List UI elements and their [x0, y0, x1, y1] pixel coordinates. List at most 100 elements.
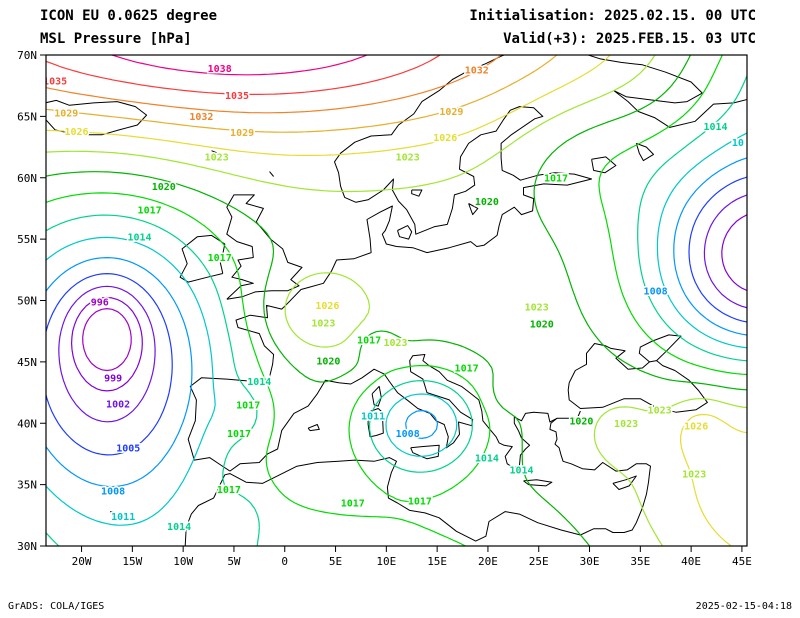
coastline	[468, 203, 479, 216]
isobar-label: 1023	[383, 338, 407, 349]
coastline	[184, 417, 651, 546]
isobar-label: 1023	[525, 302, 549, 313]
coastline	[638, 334, 682, 363]
isobar-label: 1011	[111, 512, 135, 523]
isobar-label: 1017	[208, 253, 232, 264]
isobar-label: 1014	[509, 466, 533, 477]
isobar-label: 1026	[433, 133, 457, 144]
coastline	[371, 385, 382, 407]
isobar-contours	[46, 55, 747, 546]
x-tick-label: 15E	[427, 555, 447, 568]
isobar-label: 1017	[341, 499, 365, 510]
isobar-1038	[111, 55, 368, 76]
isobar-1026	[46, 55, 747, 546]
coastline	[226, 194, 303, 300]
coastline	[109, 511, 116, 514]
isobar-label: 1008	[101, 486, 125, 497]
isobar-label: 1017	[138, 205, 162, 216]
isobar-label: 1020	[316, 356, 340, 367]
isobar-1008	[46, 157, 747, 488]
isobar-label: 1029	[54, 108, 78, 119]
isobar-label: 1014	[703, 122, 727, 133]
isobar-label: 1014	[475, 453, 499, 464]
coastline	[591, 156, 617, 174]
isobar-label: 1014	[127, 232, 151, 243]
isobar-label: 1017	[217, 485, 241, 496]
isobar-1002	[58, 194, 747, 423]
isobar-label: 1035	[43, 77, 67, 88]
y-tick-label: 65N	[17, 110, 37, 123]
isobar-1011	[46, 132, 747, 526]
isobar-label: 996	[91, 297, 109, 308]
isobar-label: 10	[732, 138, 744, 149]
coastline	[635, 142, 654, 162]
y-tick-label: 40N	[17, 417, 37, 430]
isobar-label: 1017	[544, 173, 568, 184]
isobar-label: 1014	[247, 377, 271, 388]
y-tick-label: 45N	[17, 356, 37, 369]
isobar-label: 1011	[361, 412, 385, 423]
isobar-label: 1029	[439, 107, 463, 118]
coastline	[46, 99, 148, 136]
coastlines	[46, 55, 747, 546]
y-tick-label: 30N	[17, 540, 37, 553]
isobar-label: 1008	[396, 429, 420, 440]
isobar-label: 1038	[208, 64, 232, 75]
coastline	[229, 354, 581, 472]
isobar-label: 1017	[357, 336, 381, 347]
y-tick-label: 35N	[17, 479, 37, 492]
field-title: MSL Pressure [hPa]	[40, 31, 192, 47]
x-tick-label: 45E	[732, 555, 752, 568]
isobar-label: 1020	[152, 182, 176, 193]
isobar-label: 1026	[64, 127, 88, 138]
x-tick-label: 10W	[173, 555, 193, 568]
coastline	[367, 408, 384, 438]
coastline	[179, 234, 226, 283]
isobar-label: 1023	[205, 153, 229, 164]
x-tick-label: 0	[281, 555, 288, 568]
x-tick-label: 30E	[580, 555, 600, 568]
map-frame	[45, 54, 748, 547]
x-tick-label: 40E	[681, 555, 701, 568]
isobar-label: 1023	[614, 419, 638, 430]
coastline	[187, 55, 593, 472]
isobar-1005	[46, 176, 747, 456]
x-tick-label: 20W	[72, 555, 92, 568]
isobar-label: 1017	[236, 401, 260, 412]
valid-time: Valid(+3): 2025.FEB.15. 03 UTC	[503, 31, 756, 47]
isobar-999	[71, 214, 747, 392]
isobar-label: 1026	[315, 301, 339, 312]
isobar-label: 1020	[475, 197, 499, 208]
coastline	[307, 424, 320, 432]
x-tick-label: 15W	[122, 555, 142, 568]
contour-labels: 1035 1038 1035 1032 1032 1029 1029 1029 1026 1026…	[43, 63, 745, 535]
coastline	[567, 343, 708, 413]
isobar-1017	[46, 55, 747, 546]
x-tick-label: 5E	[329, 555, 342, 568]
isobar-label: 1032	[189, 112, 213, 123]
isobar-label: 1029	[230, 128, 254, 139]
isobar-label: 1017	[227, 429, 251, 440]
isobar-label: 1023	[648, 405, 672, 416]
isobar-1035	[46, 55, 441, 95]
y-tick-label: 70N	[17, 49, 37, 62]
isobar-label: 1023	[396, 153, 420, 164]
coastline	[410, 444, 440, 460]
x-tick-label: 10E	[376, 555, 396, 568]
y-tick-label: 50N	[17, 295, 37, 308]
axis-ticks: 20W 15W 10W 5W 0 5E 10E 15E 20E 25E 30E 35E 40E 45E 30…	[17, 49, 752, 568]
isobar-1023	[46, 55, 747, 546]
isobar-label: 999	[104, 374, 122, 385]
isobar-label: 1020	[569, 417, 593, 428]
isobar-1014	[46, 75, 747, 546]
init-time: Initialisation: 2025.02.15. 00 UTC	[469, 8, 756, 24]
x-tick-label: 35E	[630, 555, 650, 568]
isobar-label: 1017	[408, 496, 432, 507]
coastline	[269, 171, 274, 177]
coastline	[397, 225, 413, 240]
isobar-label: 1035	[225, 91, 249, 102]
grads-credit: GrADS: COLA/IGES	[8, 601, 104, 612]
y-tick-label: 55N	[17, 233, 37, 246]
